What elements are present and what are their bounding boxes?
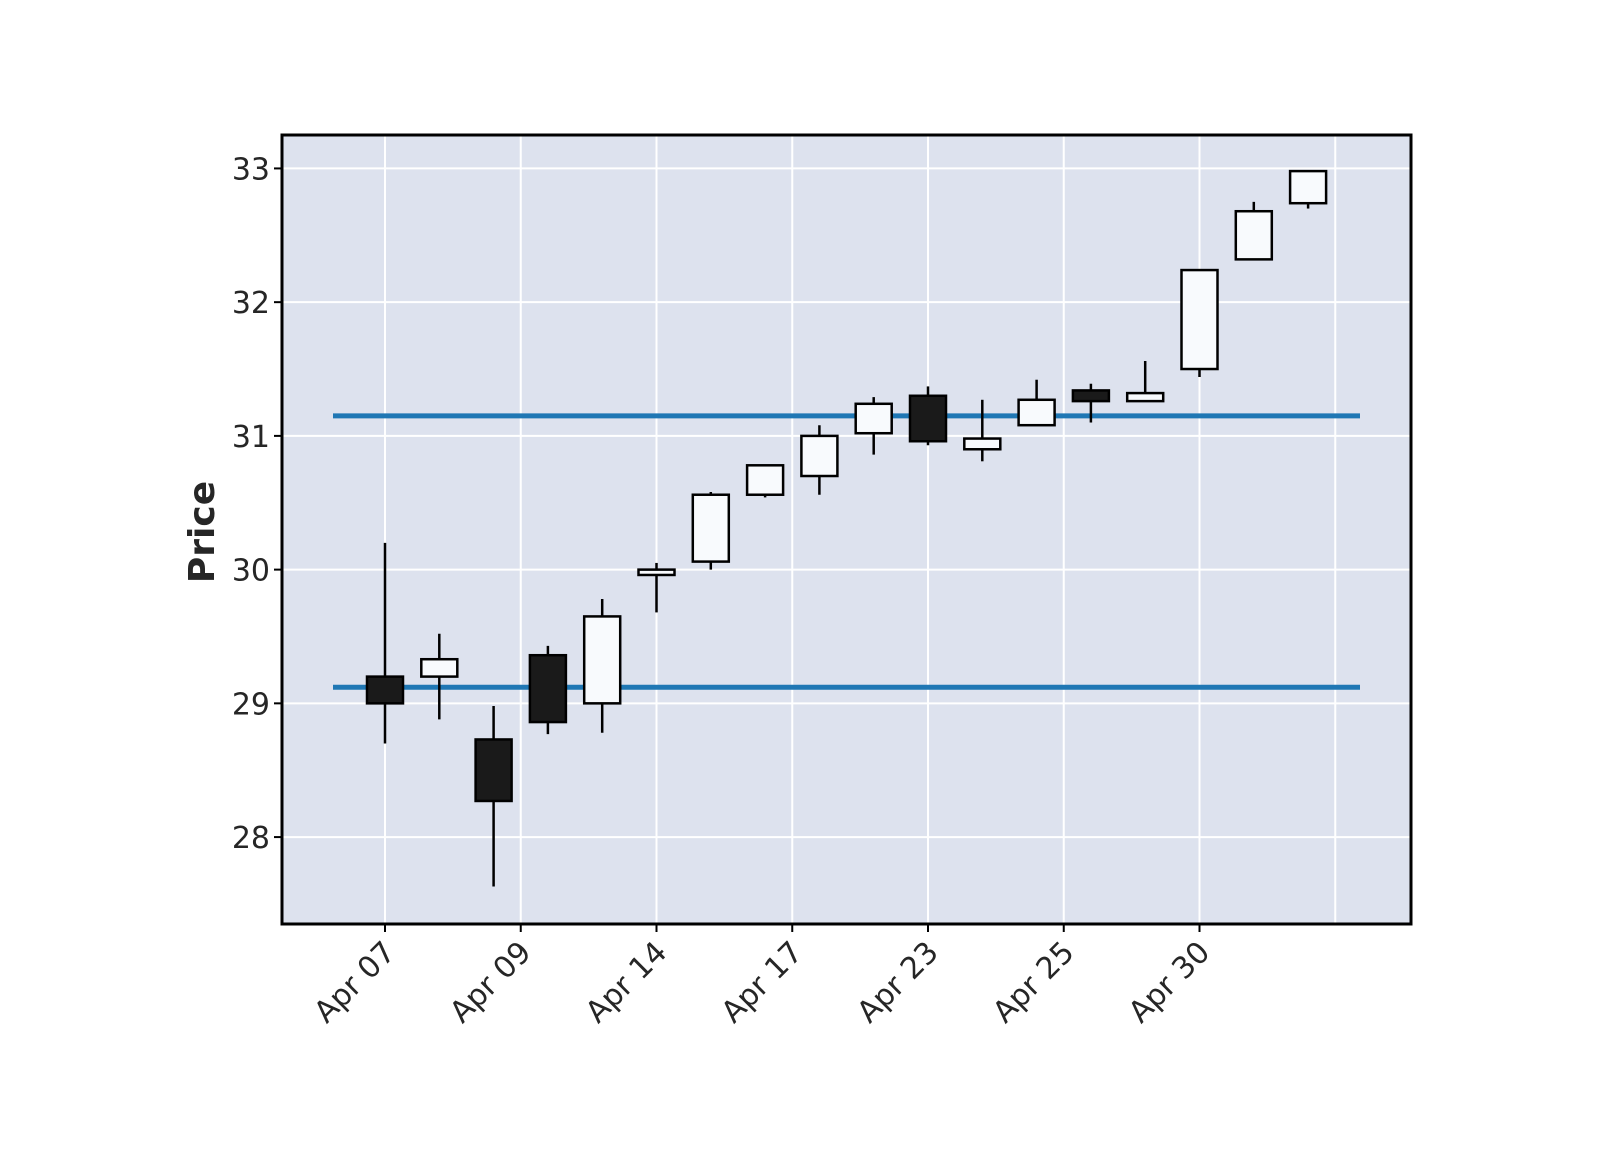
y-tick: 28 [232, 821, 282, 856]
candle-body [908, 394, 948, 443]
x-tick: Apr 25 [986, 924, 1081, 1030]
candle-body [1288, 169, 1328, 205]
candle-body [691, 493, 731, 563]
candle-body [1234, 209, 1274, 261]
candle-body [745, 464, 785, 496]
candle-body [528, 653, 568, 724]
y-tick-label: 32 [232, 286, 270, 321]
candle [1234, 201, 1274, 261]
candle [420, 633, 459, 720]
x-tick-label: Apr 30 [1122, 935, 1217, 1030]
candles [365, 169, 1328, 887]
candle-body [474, 738, 513, 803]
candle [854, 397, 893, 455]
candle-body [963, 437, 1002, 451]
y-tick-label: 28 [232, 821, 270, 856]
x-tick: Apr 23 [850, 924, 946, 1030]
candle [800, 425, 839, 495]
plot-frame [280, 133, 1413, 926]
candle-body [1017, 398, 1056, 427]
x-tick-label: Apr 14 [579, 935, 674, 1030]
x-tick: Apr 09 [443, 924, 538, 1030]
candle [963, 399, 1002, 462]
y-tick: 30 [232, 554, 282, 589]
candle [908, 386, 948, 446]
candle [474, 706, 513, 887]
plot-background [282, 135, 1411, 924]
candle-body [854, 402, 893, 435]
y-tick: 29 [232, 687, 282, 722]
candle-body [1180, 268, 1219, 371]
candle [1180, 268, 1219, 378]
y-tick-label: 30 [232, 554, 270, 589]
y-tick: 31 [232, 420, 282, 455]
x-tick-label: Apr 25 [986, 935, 1081, 1030]
grid-lines [282, 135, 1411, 924]
candle [691, 492, 731, 570]
y-tick-label: 31 [232, 420, 270, 455]
candle [745, 464, 785, 498]
candle-body [365, 675, 405, 705]
x-tick-label: Apr 07 [307, 935, 402, 1030]
candle-body [800, 434, 839, 478]
x-tick: Apr 17 [715, 924, 810, 1030]
candle [582, 599, 622, 733]
y-tick-label: 29 [232, 687, 270, 722]
candle-body [420, 657, 459, 678]
candle [1125, 361, 1165, 403]
candle [528, 645, 568, 735]
candle-body [582, 615, 622, 705]
y-tick-label: 33 [232, 152, 270, 187]
x-tick: Apr 07 [307, 924, 403, 1030]
candle-body [1071, 389, 1111, 403]
candle-body [637, 568, 676, 577]
y-tick: 32 [232, 286, 282, 321]
x-tick-label: Apr 17 [715, 935, 810, 1030]
x-tick: Apr 14 [579, 924, 674, 1030]
x-tick: Apr 30 [1122, 924, 1217, 1030]
x-tick-label: Apr 09 [443, 935, 538, 1030]
candle [1071, 383, 1111, 423]
x-tick-label: Apr 23 [850, 935, 945, 1030]
candle [637, 562, 676, 613]
y-axis-ticks: 28 29 30 31 32 33 [232, 152, 282, 856]
x-axis-ticks: Apr 07 Apr 09 Apr 14 Apr 17 Apr 23 Apr 25 Apr … [307, 924, 1217, 1030]
candle [1017, 379, 1056, 427]
horizontal-lines [333, 413, 1360, 690]
y-tick: 33 [232, 152, 282, 187]
candle [1288, 169, 1328, 209]
candle-body [1125, 391, 1165, 403]
candle [365, 542, 405, 744]
y-axis-label: Price [182, 481, 223, 583]
